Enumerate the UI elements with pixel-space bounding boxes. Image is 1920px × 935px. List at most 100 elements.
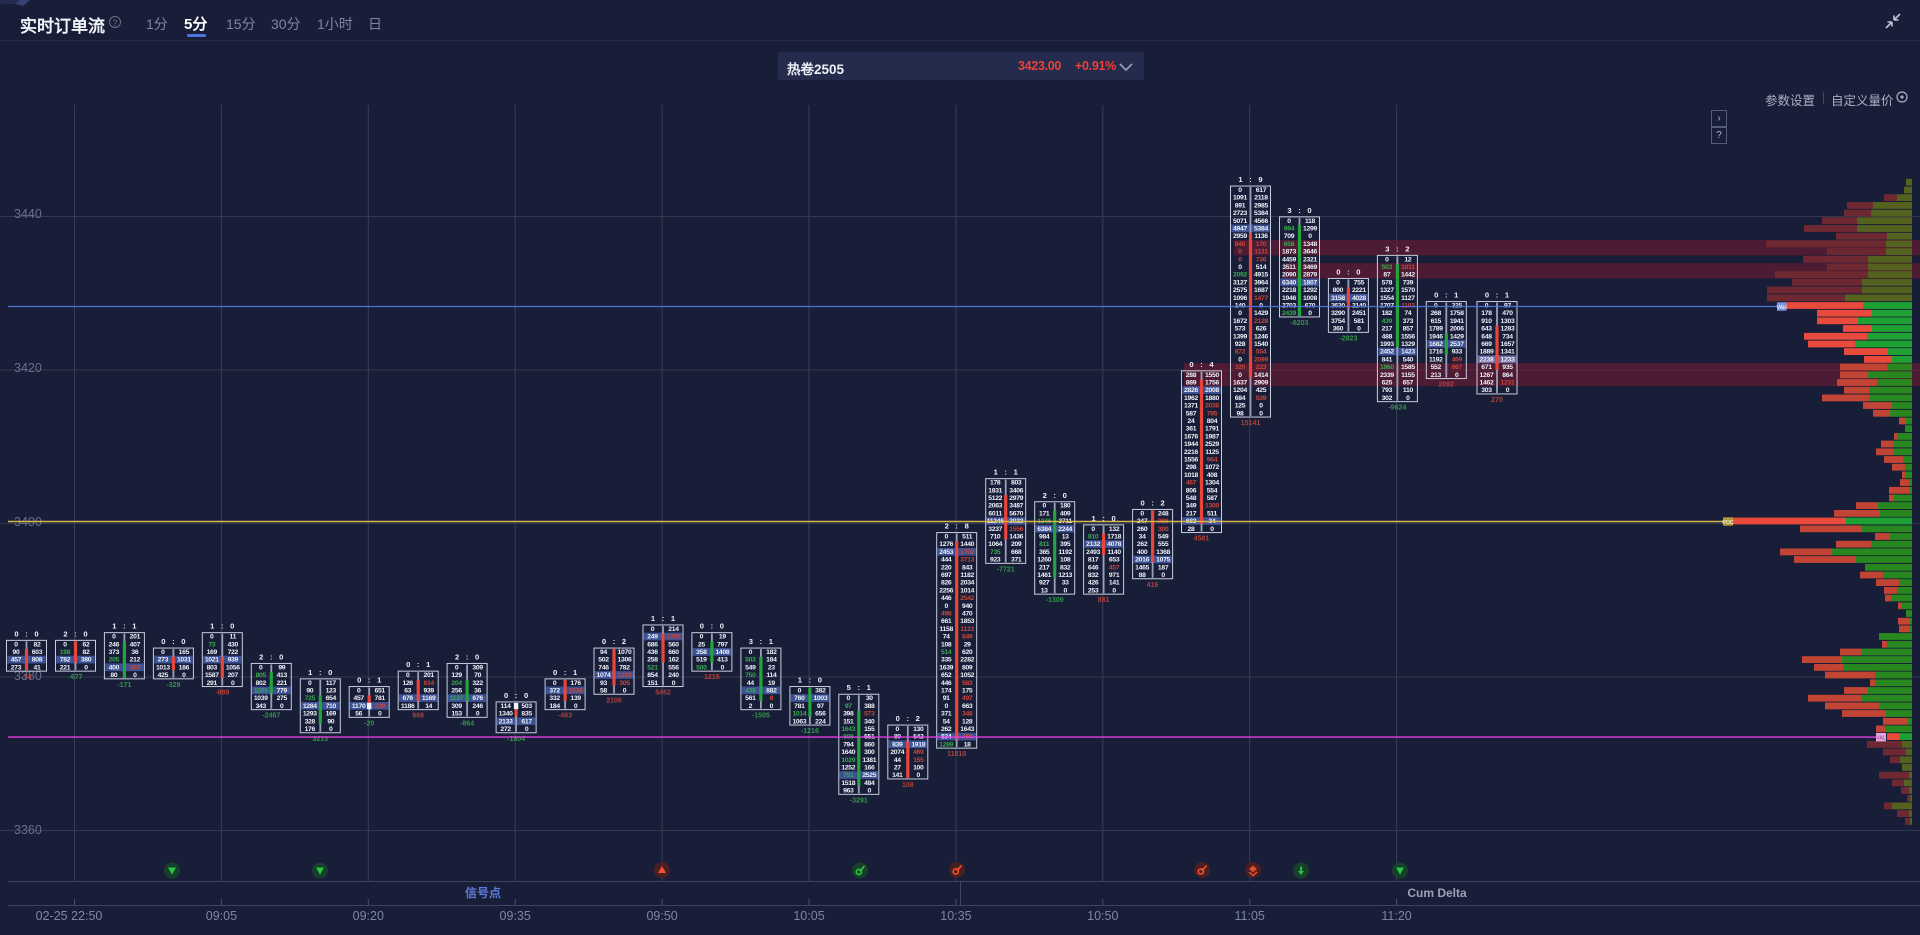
svg-text:1133: 1133 — [960, 626, 974, 633]
svg-text:19: 19 — [768, 680, 775, 687]
svg-text:2006: 2006 — [1450, 326, 1464, 333]
svg-text:407: 407 — [130, 641, 141, 648]
svg-text:2: 2 — [1405, 244, 1409, 253]
svg-text:288: 288 — [1186, 372, 1197, 379]
svg-text:1918: 1918 — [911, 741, 925, 748]
svg-text:0: 0 — [1287, 218, 1291, 225]
svg-text:1873: 1873 — [1282, 249, 1296, 256]
svg-text:503: 503 — [521, 703, 532, 710]
svg-text:2090: 2090 — [1282, 272, 1296, 279]
svg-text:-864: -864 — [460, 720, 474, 727]
svg-text:2452: 2452 — [1380, 349, 1394, 356]
svg-text:275: 275 — [277, 695, 288, 702]
svg-text:VAH: VAH — [1777, 305, 1788, 311]
svg-text:223: 223 — [1256, 364, 1267, 371]
svg-text:182: 182 — [1382, 310, 1393, 317]
svg-text:2282: 2282 — [960, 657, 974, 664]
svg-text:176: 176 — [570, 680, 581, 687]
svg-text:854: 854 — [647, 672, 658, 679]
svg-text:1192: 1192 — [1429, 356, 1443, 363]
svg-text:1414: 1414 — [1254, 372, 1268, 379]
svg-text:617: 617 — [521, 718, 532, 725]
svg-text:2128: 2128 — [1254, 318, 1268, 325]
svg-text:793: 793 — [1382, 387, 1393, 394]
svg-text:291: 291 — [207, 680, 218, 687]
svg-text:221: 221 — [60, 664, 71, 671]
svg-text:0: 0 — [1356, 267, 1360, 276]
svg-text:444: 444 — [941, 557, 952, 564]
svg-text:398: 398 — [843, 711, 854, 718]
svg-text:99: 99 — [278, 664, 285, 671]
svg-text:1267: 1267 — [1480, 372, 1494, 379]
svg-text:100: 100 — [913, 764, 924, 771]
svg-text:1477: 1477 — [1254, 295, 1268, 302]
svg-text:514: 514 — [1256, 264, 1267, 271]
svg-text:POC: POC — [1722, 520, 1733, 526]
svg-text:213: 213 — [1431, 372, 1442, 379]
svg-text:303: 303 — [1481, 387, 1492, 394]
svg-text:1570: 1570 — [1401, 287, 1415, 294]
svg-text:-889: -889 — [215, 690, 229, 697]
svg-text:-1309: -1309 — [1046, 597, 1064, 604]
svg-text:1640: 1640 — [841, 749, 855, 756]
svg-text:722: 722 — [228, 649, 239, 656]
svg-text:25: 25 — [698, 641, 705, 648]
svg-text:-1505: -1505 — [752, 713, 770, 720]
svg-text:1011: 1011 — [1401, 264, 1415, 271]
svg-text:1233: 1233 — [1501, 356, 1515, 363]
svg-text:-1216: -1216 — [801, 728, 819, 735]
svg-text:0: 0 — [944, 533, 948, 540]
svg-text:841: 841 — [1382, 356, 1393, 363]
svg-text:0: 0 — [1308, 310, 1312, 317]
svg-text:832: 832 — [1088, 572, 1099, 579]
svg-text::: : — [417, 660, 420, 669]
svg-text:0: 0 — [1042, 503, 1046, 510]
svg-text:2256: 2256 — [939, 587, 953, 594]
svg-text:603: 603 — [32, 649, 43, 656]
svg-text:521: 521 — [647, 664, 658, 671]
svg-text:503: 503 — [745, 657, 756, 664]
svg-text:0: 0 — [280, 703, 284, 710]
svg-text:186: 186 — [179, 664, 190, 671]
svg-text:114: 114 — [766, 672, 777, 679]
svg-text::: : — [711, 622, 714, 631]
svg-text:348: 348 — [962, 711, 973, 718]
svg-text:0: 0 — [525, 726, 529, 733]
svg-text:430: 430 — [228, 641, 239, 648]
svg-text:676: 676 — [472, 695, 483, 702]
svg-text:09:35: 09:35 — [500, 909, 531, 923]
svg-text:1329: 1329 — [1401, 341, 1415, 348]
svg-text::: : — [907, 714, 910, 723]
svg-text:1127: 1127 — [1401, 295, 1415, 302]
svg-text:0: 0 — [181, 637, 185, 646]
svg-text:0: 0 — [553, 680, 557, 687]
svg-text:2451: 2451 — [1352, 310, 1366, 317]
svg-text:3511: 3511 — [1282, 264, 1296, 271]
svg-text:187: 187 — [1158, 564, 1169, 571]
svg-text:2979: 2979 — [1009, 495, 1023, 502]
svg-text:488: 488 — [1382, 333, 1393, 340]
svg-text:98: 98 — [1237, 410, 1244, 417]
svg-text:29: 29 — [964, 641, 971, 648]
svg-text:1585: 1585 — [1401, 364, 1415, 371]
svg-text:178: 178 — [990, 480, 1001, 487]
svg-text:671: 671 — [1481, 364, 1492, 371]
svg-text:1341: 1341 — [1501, 349, 1515, 356]
svg-text:262: 262 — [1137, 541, 1148, 548]
svg-text:30: 30 — [866, 695, 873, 702]
svg-text:646: 646 — [1088, 564, 1099, 571]
svg-text:141: 141 — [892, 772, 903, 779]
svg-text:0: 0 — [798, 687, 802, 694]
svg-text:1: 1 — [651, 614, 656, 623]
svg-text:710: 710 — [990, 533, 1001, 540]
svg-text:425: 425 — [1256, 387, 1267, 394]
svg-text:128: 128 — [962, 718, 973, 725]
svg-text:23: 23 — [768, 664, 775, 671]
svg-text:110: 110 — [1403, 387, 1414, 394]
svg-text:1276: 1276 — [939, 541, 953, 548]
svg-text::: : — [466, 653, 469, 662]
svg-text:1008: 1008 — [1303, 295, 1317, 302]
svg-text:2244: 2244 — [1058, 526, 1072, 533]
svg-text:0: 0 — [1455, 372, 1459, 379]
svg-text::: : — [172, 637, 175, 646]
